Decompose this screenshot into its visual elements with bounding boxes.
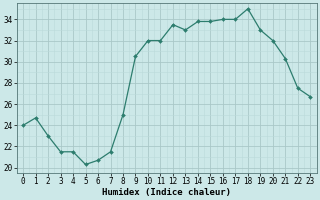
X-axis label: Humidex (Indice chaleur): Humidex (Indice chaleur): [102, 188, 231, 197]
